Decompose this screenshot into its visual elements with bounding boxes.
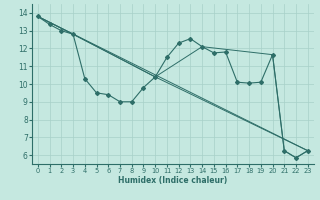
X-axis label: Humidex (Indice chaleur): Humidex (Indice chaleur)	[118, 176, 228, 185]
